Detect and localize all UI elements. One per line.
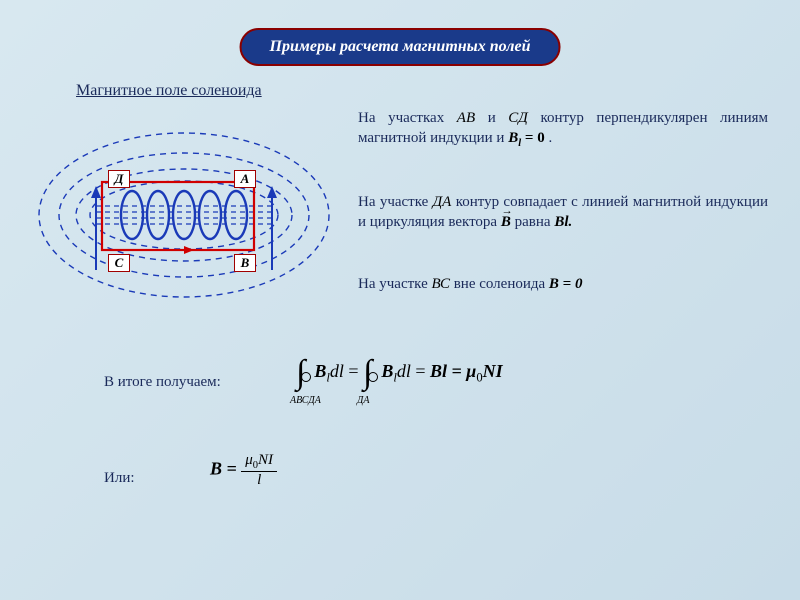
paragraph-1: На участках АВ и СД контур перпендикуляр… — [358, 108, 768, 151]
result-label: В итоге получаем: — [104, 372, 284, 392]
p2-text-c: равна — [515, 214, 555, 230]
p1-f-rhs: = 0 — [521, 130, 545, 146]
p2-bl: Bl. — [554, 214, 572, 230]
p3-text-a: На участке — [358, 276, 431, 292]
diagram-label-b: В — [234, 254, 256, 272]
ff-ni: NI — [258, 452, 273, 468]
oint-1: ∫АВСДА — [296, 354, 305, 392]
f-b1: B — [314, 361, 326, 381]
ff-mu: μ — [245, 452, 253, 468]
p1-text-b: и — [488, 110, 509, 126]
p2-vector-b: B — [501, 214, 511, 230]
f-dl1: dl — [330, 361, 344, 381]
final-formula: B = μ0NI l — [210, 452, 277, 489]
solenoid-diagram: Д А С В — [24, 120, 344, 310]
diagram-svg — [24, 120, 344, 310]
p1-text-a: На участках — [358, 110, 457, 126]
oint-2: ∫ДА — [363, 354, 372, 392]
p1-formula: Bl = 0 — [508, 130, 548, 146]
paragraph-3: На участке ВС вне соленоида B = 0 — [358, 274, 768, 294]
p3-text-b: вне соленоида — [454, 276, 549, 292]
f-ni: NI — [483, 361, 503, 381]
f-dl2: dl — [397, 361, 411, 381]
p1-ab: АВ — [457, 110, 475, 126]
p1-f-b: B — [508, 130, 518, 146]
f-eq2: = — [415, 361, 430, 381]
oint2-sub: ДА — [357, 395, 369, 406]
oint1-sub: АВСДА — [290, 395, 321, 406]
main-formula: ∫АВСДА Bldl = ∫ДА Bldl = Bl = μ0NI — [296, 348, 503, 386]
f-eq1: = — [348, 361, 363, 381]
paragraph-2: На участке ДА контур совпадает с линией … — [358, 192, 768, 233]
slide-title: Примеры расчета магнитных полей — [240, 28, 561, 66]
p2-da: ДА — [433, 194, 452, 210]
diagram-label-d: Д — [108, 170, 130, 188]
p1-cd: СД — [508, 110, 528, 126]
p3-bc: ВС — [431, 276, 449, 292]
diagram-label-a: А — [234, 170, 256, 188]
ff-den: l — [241, 472, 277, 489]
p3-formula: B = 0 — [549, 276, 583, 292]
ff-lhs: B = — [210, 459, 241, 479]
f-b2: B — [381, 361, 393, 381]
diagram-label-c: С — [108, 254, 130, 272]
f-final: Bl = μ — [430, 361, 476, 381]
ff-fraction: μ0NI l — [241, 452, 277, 489]
p2-text-a: На участке — [358, 194, 433, 210]
slide-subtitle: Магнитное поле соленоида — [76, 82, 262, 100]
